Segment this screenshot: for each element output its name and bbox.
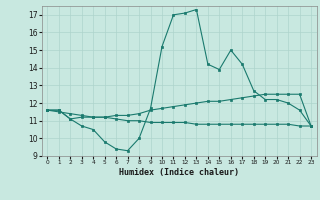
X-axis label: Humidex (Indice chaleur): Humidex (Indice chaleur) bbox=[119, 168, 239, 177]
